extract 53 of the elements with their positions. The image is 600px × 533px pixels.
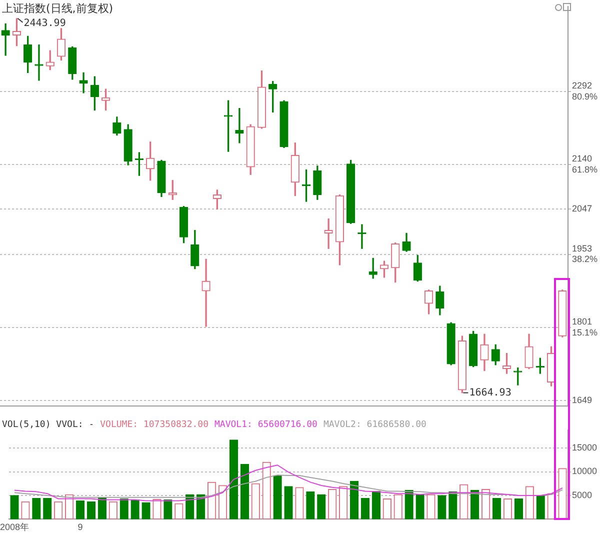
candlestick — [202, 258, 210, 327]
bar — [120, 498, 128, 520]
text: MAVOL2: 61686580.00 — [323, 420, 426, 430]
text: VOLUME: 107350832.00 — [100, 420, 208, 430]
text: MAVOL1: 65600716.00 — [214, 420, 318, 430]
y-tick-label: 1649 — [572, 394, 592, 405]
bar — [536, 495, 545, 520]
y-tick-label: 2047 — [572, 204, 592, 214]
bar — [32, 498, 41, 520]
bar — [273, 475, 282, 520]
bar — [404, 490, 414, 520]
bar — [416, 494, 424, 520]
bar — [470, 490, 480, 520]
bar — [372, 490, 381, 520]
bar — [186, 494, 194, 520]
x-tick-label: 2008年 — [0, 522, 30, 532]
candlestick — [324, 218, 333, 249]
bar — [317, 494, 326, 520]
bar — [514, 498, 524, 520]
annotation: 2443.99 — [24, 18, 66, 30]
candlestick — [235, 108, 244, 144]
bar — [43, 498, 52, 520]
y-tick-label: 10000 — [572, 466, 598, 476]
bar — [130, 499, 140, 520]
bar — [284, 486, 293, 520]
bar — [438, 495, 446, 520]
y-tick-label: 15000 — [572, 442, 598, 453]
bar — [164, 499, 172, 520]
candlestick — [1, 23, 10, 56]
candlestick — [79, 72, 88, 94]
bar — [76, 500, 85, 520]
y-tick-label: 2140 61.8% — [572, 154, 598, 174]
bar — [492, 498, 502, 520]
x-tick-label: 9 — [78, 522, 83, 532]
y-tick-label: 1801 15.1% — [572, 316, 598, 338]
bar — [196, 494, 206, 520]
y-tick-label: 1953 38.2% — [572, 243, 598, 264]
y-tick-label: 5000 — [572, 490, 592, 500]
bar — [306, 491, 315, 520]
candlestick — [34, 44, 44, 81]
bar — [10, 495, 19, 520]
bar — [350, 480, 359, 520]
bar — [360, 498, 370, 520]
annotation: 1664.93 — [469, 387, 512, 398]
bar — [240, 464, 250, 520]
y-tick-label: 2292 80.9% — [572, 80, 598, 102]
chart-title: VOL(5,10) VVOL: - — [2, 420, 94, 430]
bar — [86, 501, 96, 520]
bar — [448, 491, 458, 520]
bar — [98, 497, 107, 520]
chart-title: 上证指数(日线,前复权) — [2, 1, 114, 16]
bar — [142, 502, 150, 520]
bar — [229, 440, 238, 520]
